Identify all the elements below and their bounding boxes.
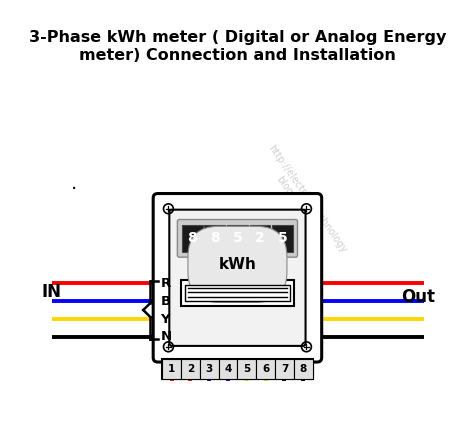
Text: 3-Phase kWh meter ( Digital or Analog Energy: 3-Phase kWh meter ( Digital or Analog En…	[29, 30, 446, 45]
Text: http://electricaltechnology
blogspot.com/: http://electricaltechnology blogspot.com…	[257, 143, 349, 262]
Text: 5: 5	[278, 231, 287, 246]
Text: ·: ·	[71, 180, 77, 198]
Bar	[182, 225, 203, 252]
Text: 8: 8	[300, 364, 307, 374]
Text: 3: 3	[206, 364, 213, 374]
Text: 2: 2	[255, 231, 265, 246]
Text: 7: 7	[281, 364, 288, 374]
Text: R: R	[161, 277, 171, 290]
Text: 8: 8	[188, 231, 197, 246]
Text: 4: 4	[224, 364, 232, 374]
Text: 2: 2	[187, 364, 194, 374]
Bar	[181, 359, 200, 379]
Text: Y: Y	[161, 313, 170, 326]
Text: IN: IN	[41, 283, 61, 301]
Bar	[227, 225, 248, 252]
Bar	[250, 225, 270, 252]
Text: 6: 6	[262, 364, 269, 374]
FancyBboxPatch shape	[177, 220, 297, 257]
Text: meter) Connection and Installation: meter) Connection and Installation	[79, 48, 396, 63]
Bar	[162, 359, 313, 379]
Text: 5: 5	[233, 231, 242, 246]
Bar	[204, 225, 225, 252]
Bar	[272, 225, 293, 252]
Text: 5: 5	[243, 364, 250, 374]
Bar	[218, 359, 238, 379]
Bar	[185, 285, 290, 301]
Bar	[200, 359, 218, 379]
FancyBboxPatch shape	[169, 210, 305, 346]
Bar	[275, 359, 294, 379]
Bar	[294, 359, 313, 379]
FancyBboxPatch shape	[153, 194, 322, 362]
Bar	[181, 280, 294, 306]
Bar	[238, 359, 256, 379]
Text: B: B	[161, 295, 171, 308]
Text: 1: 1	[168, 364, 175, 374]
Bar	[256, 359, 275, 379]
Text: 8: 8	[210, 231, 220, 246]
Text: kWh: kWh	[218, 257, 256, 272]
Text: Out: Out	[401, 288, 436, 306]
Text: N: N	[161, 331, 171, 344]
Bar	[162, 359, 181, 379]
